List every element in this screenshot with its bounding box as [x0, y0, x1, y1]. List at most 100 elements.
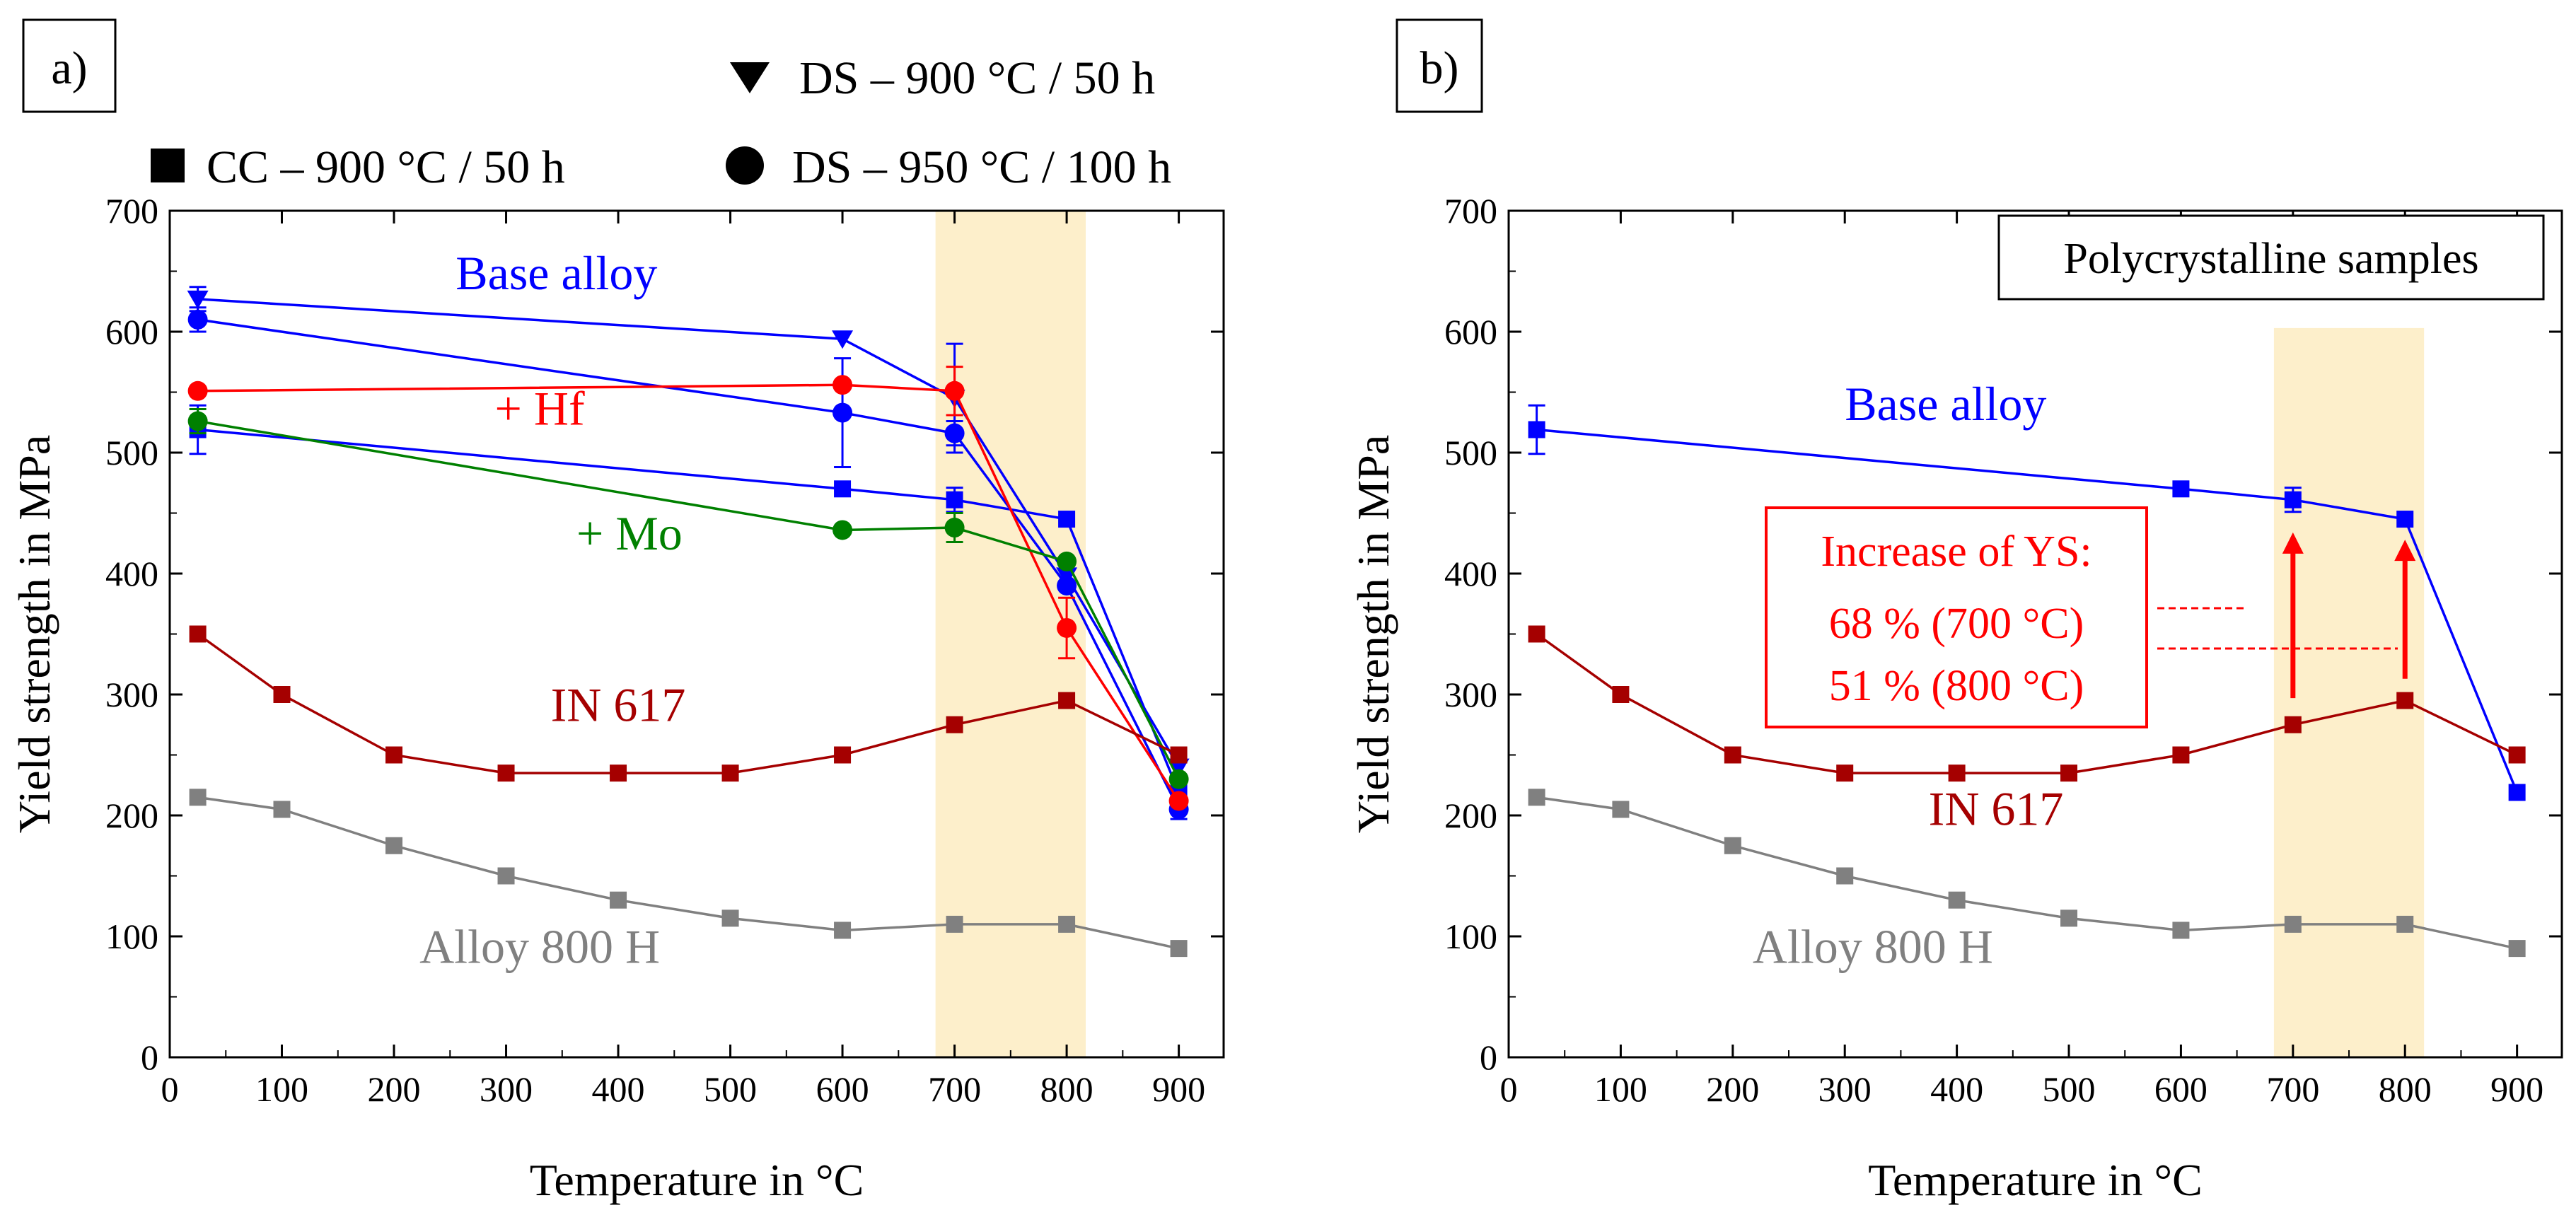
series-in-617 [1528, 625, 2526, 782]
data-point [1724, 837, 1741, 854]
data-point [1058, 511, 1076, 528]
data-point [385, 837, 403, 854]
x-tick-label: 200 [368, 1069, 421, 1109]
x-tick-label: 300 [480, 1069, 533, 1109]
data-point [1170, 940, 1188, 958]
data-point [2172, 922, 2190, 939]
data-point [2284, 491, 2302, 508]
data-point [189, 789, 207, 806]
series-alloy-800-h [189, 789, 1188, 958]
series-labels: Base alloy IN 617 Alloy 800 H [1753, 377, 2064, 974]
data-point [2060, 909, 2078, 927]
x-tick-label: 400 [1930, 1069, 1983, 1109]
series-group [187, 286, 1190, 958]
data-point [1057, 576, 1077, 596]
series-line [197, 633, 1180, 774]
data-point [834, 746, 852, 764]
series-label: Alloy 800 H [1753, 920, 1993, 974]
data-point [2284, 716, 2302, 733]
data-point [610, 765, 627, 782]
y-tick-label: 500 [105, 433, 158, 472]
data-point [1948, 891, 1966, 909]
y-tick-label: 100 [1444, 917, 1497, 956]
data-point [187, 411, 208, 431]
increase-arrows [2282, 532, 2416, 699]
x-tick-label: 200 [1706, 1069, 1759, 1109]
data-point [2396, 692, 2414, 709]
series-alloy-800-h [1528, 789, 2526, 958]
increase-line-2: 68 % (700 °C) [1829, 600, 2084, 648]
chart-panel-b: 0 100 200 300 400 500 600 700 800 900 0 100 200 300 40… [1348, 191, 2563, 1205]
data-point [385, 746, 403, 764]
axes: 0 100 200 300 400 500 600 700 800 900 0 100 200 300 40… [1444, 191, 2563, 1109]
x-tick-label: 700 [928, 1069, 981, 1109]
data-point [946, 915, 963, 933]
x-tick-label: 0 [1500, 1069, 1518, 1109]
data-point [944, 380, 965, 401]
data-point [1724, 746, 1741, 764]
series-group [1528, 404, 2526, 958]
svg-text:CC – 900 °C / 50 h: CC – 900 °C / 50 h [207, 141, 565, 193]
x-tick-label: 500 [2043, 1069, 2096, 1109]
y-tick-label: 200 [105, 796, 158, 835]
y-axis-label: Yield strength in MPa [9, 435, 59, 834]
data-point [1836, 867, 1854, 885]
data-point [273, 801, 291, 818]
series-base-alloy-ds-950-100 [187, 306, 1189, 820]
data-point [187, 309, 208, 330]
y-tick-label: 100 [105, 917, 158, 956]
series-in-617 [189, 625, 1188, 782]
y-tick-label: 500 [1444, 433, 1497, 472]
x-axis-label: Temperature in °C [1868, 1155, 2203, 1205]
data-point [189, 625, 207, 643]
data-point [944, 518, 965, 538]
y-tick-label: 600 [1444, 312, 1497, 351]
series--mo [187, 407, 1189, 789]
y-tick-label: 200 [1444, 796, 1497, 835]
x-tick-label: 300 [1818, 1069, 1872, 1109]
data-point [2172, 480, 2190, 498]
data-point [1528, 421, 1545, 438]
legend-item-ds-900: DS – 900 °C / 50 h [730, 52, 1155, 104]
series--hf [187, 366, 1189, 811]
series-label: IN 617 [551, 678, 686, 732]
data-point [1058, 915, 1076, 933]
series-line [197, 796, 1179, 950]
x-tick-label: 400 [592, 1069, 645, 1109]
data-point [832, 402, 853, 423]
data-point [2508, 784, 2526, 801]
data-point [1168, 769, 1189, 789]
x-tick-label: 900 [2490, 1069, 2543, 1109]
data-point [273, 686, 291, 703]
data-point [832, 330, 854, 349]
y-tick-label: 600 [105, 312, 158, 351]
data-point [1058, 692, 1076, 709]
data-point [1612, 801, 1630, 818]
series-label: + Mo [576, 506, 683, 560]
legend-item-cc-900: CC – 900 °C / 50 h [151, 141, 565, 193]
svg-text:b): b) [1420, 42, 1459, 94]
y-axis-label: Yield strength in MPa [1348, 435, 1398, 834]
data-point [832, 375, 853, 395]
data-point [2060, 765, 2078, 782]
chart-panel-a: 0 100 200 300 400 500 600 700 800 900 0 100 200 300 40… [9, 191, 1225, 1205]
increase-arrow-head [2282, 532, 2304, 554]
x-tick-label: 700 [2266, 1069, 2319, 1109]
title-box: Polycrystalline samples [1997, 214, 2545, 301]
increase-line-1: Increase of YS: [1821, 528, 2091, 576]
x-tick-label: 800 [1040, 1069, 1093, 1109]
data-point [1528, 789, 1545, 806]
x-tick-label: 0 [161, 1069, 179, 1109]
data-point [2396, 511, 2414, 528]
data-point [2172, 746, 2190, 764]
data-point [946, 491, 963, 508]
panel-b-label: b) [1396, 18, 1483, 113]
axes: 0 100 200 300 400 500 600 700 800 900 0 100 200 300 40… [105, 191, 1225, 1109]
series-labels: Base alloy + Hf + Mo IN 617 Alloy 800 H [419, 246, 685, 973]
data-point [1612, 686, 1630, 703]
increase-line-3: 51 % (800 °C) [1829, 662, 2084, 710]
y-tick-label: 400 [1444, 554, 1497, 593]
svg-text:a): a) [51, 42, 87, 94]
data-point [187, 380, 208, 401]
